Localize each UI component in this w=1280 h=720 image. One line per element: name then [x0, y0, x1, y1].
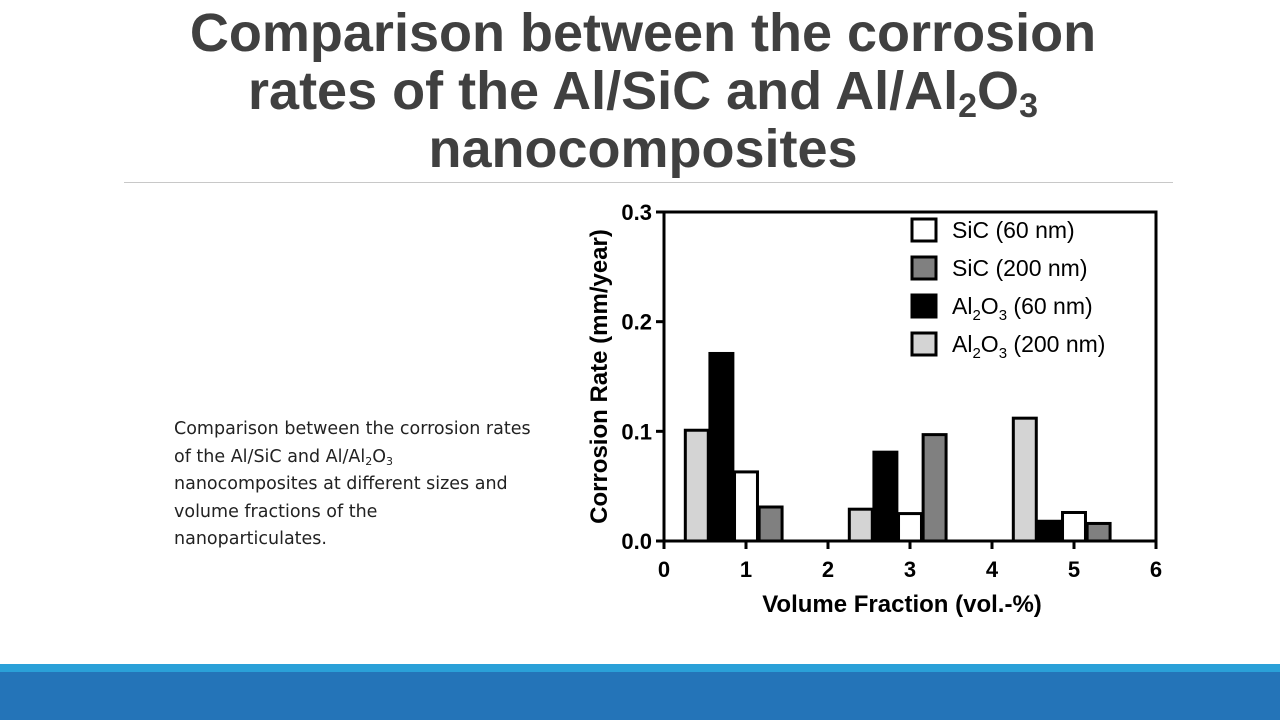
x-tick-label-5: 5 [1068, 557, 1080, 582]
y-tick-label-2: 0.2 [621, 310, 652, 335]
corrosion-rate-chart: 0.0 0.1 0.2 0.3 0 1 2 3 4 5 6 Volume Fraction (vol.… [586, 200, 1162, 618]
caption-text-2: nanocomposites at different sizes and vo… [174, 474, 508, 549]
caption-subscript-2: 2 [365, 454, 373, 468]
caption-subscript-3: 3 [386, 454, 394, 468]
title-divider [124, 182, 1173, 183]
y-tick-label-1: 0.1 [621, 419, 652, 444]
y-tick-label-3: 0.3 [621, 200, 652, 225]
bar-s0-1 [897, 512, 923, 543]
caption-oxygen: O [372, 446, 387, 467]
bar-s0-0 [733, 470, 759, 543]
bar-s3-2 [1011, 416, 1038, 543]
footer-accent-bar [0, 664, 1280, 672]
x-tick-label-2: 2 [822, 557, 834, 582]
legend-swatch-2 [910, 293, 938, 319]
bar-s1-2 [1085, 521, 1112, 543]
caption-text-1: Comparison between the corrosion rates o… [174, 419, 531, 467]
bar-s0-2 [1061, 510, 1087, 543]
bar-s2-2 [1036, 519, 1063, 543]
title-line-2: rates of the Al/SiC and Al/Al2O3 [0, 61, 1280, 123]
legend-label-0: SiC (60 nm) [952, 217, 1075, 243]
bar-s2-0 [708, 351, 735, 543]
legend-label-2: Al2O3 (60 nm) [952, 293, 1093, 324]
figure-caption: Comparison between the corrosion rates o… [174, 416, 534, 554]
bar-s3-1 [847, 507, 874, 543]
slide-title: Comparison between the corrosion rates o… [0, 4, 1280, 178]
title-subscript-2: 2 [958, 87, 978, 125]
bar-s3-0 [683, 428, 710, 543]
legend-swatch-3 [910, 331, 938, 357]
x-tick-label-0: 0 [658, 557, 670, 582]
x-tick-label-4: 4 [986, 557, 999, 582]
bar-s2-1 [872, 450, 899, 543]
title-line-3: nanocomposites [428, 119, 858, 179]
x-tick-label-1: 1 [740, 557, 752, 582]
x-axis-label: Volume Fraction (vol.-%) [762, 591, 1042, 618]
title-subscript-3: 3 [1019, 87, 1038, 125]
x-tick-label-6: 6 [1150, 557, 1162, 582]
legend-label-3: Al2O3 (200 nm) [952, 331, 1105, 362]
legend-swatch-0 [910, 217, 938, 243]
bar-s1-0 [757, 505, 784, 543]
title-line-2-text: rates of the Al/SiC and Al/Al [248, 61, 959, 121]
bar-s1-1 [921, 433, 948, 543]
x-tick-label-3: 3 [904, 557, 916, 582]
title-line-1: Comparison between the corrosion [189, 3, 1097, 63]
footer-bar [0, 672, 1280, 720]
y-axis-label: Corrosion Rate (mm/year) [586, 229, 613, 524]
legend-swatch-1 [910, 255, 938, 281]
y-tick-label-0: 0.0 [621, 529, 652, 554]
title-oxygen: O [977, 61, 1020, 121]
legend-label-1: SiC (200 nm) [952, 255, 1087, 281]
